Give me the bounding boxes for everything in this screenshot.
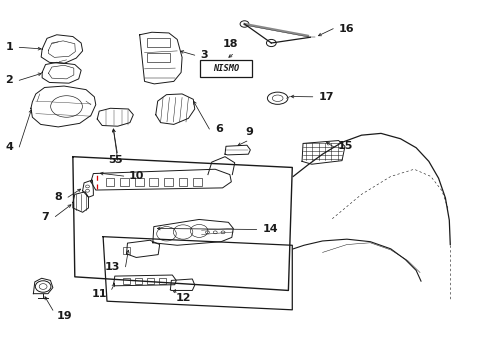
Text: 17: 17 [318,92,333,102]
Text: 9: 9 [245,127,253,137]
Text: 11: 11 [91,289,107,299]
Text: 16: 16 [338,24,354,34]
Bar [135,178,143,186]
Bar [199,59,252,77]
Text: NISMO: NISMO [212,64,239,73]
Text: 10: 10 [128,171,143,181]
Bar [163,178,172,186]
Text: 14: 14 [262,225,278,234]
Text: 18: 18 [223,39,238,49]
Text: 12: 12 [175,293,190,303]
Bar [159,278,166,284]
Bar [122,247,130,254]
Bar [105,178,114,186]
Bar [178,178,187,186]
Bar [122,278,130,284]
Text: 2: 2 [5,75,13,85]
Text: 6: 6 [215,124,223,134]
Bar [135,278,142,284]
Text: 13: 13 [104,262,120,272]
Text: 4: 4 [5,142,13,152]
Text: 1: 1 [5,42,13,52]
Bar [147,39,170,47]
Bar [147,278,154,284]
Bar [120,178,129,186]
Text: 7: 7 [41,212,49,221]
Text: 15: 15 [337,141,353,151]
Text: 5: 5 [108,155,116,165]
Text: 3: 3 [200,50,208,60]
Bar [149,178,158,186]
Text: 8: 8 [54,192,62,202]
Bar [147,53,170,62]
Text: 5: 5 [114,155,122,165]
Bar [193,178,202,186]
Text: 19: 19 [56,311,72,320]
